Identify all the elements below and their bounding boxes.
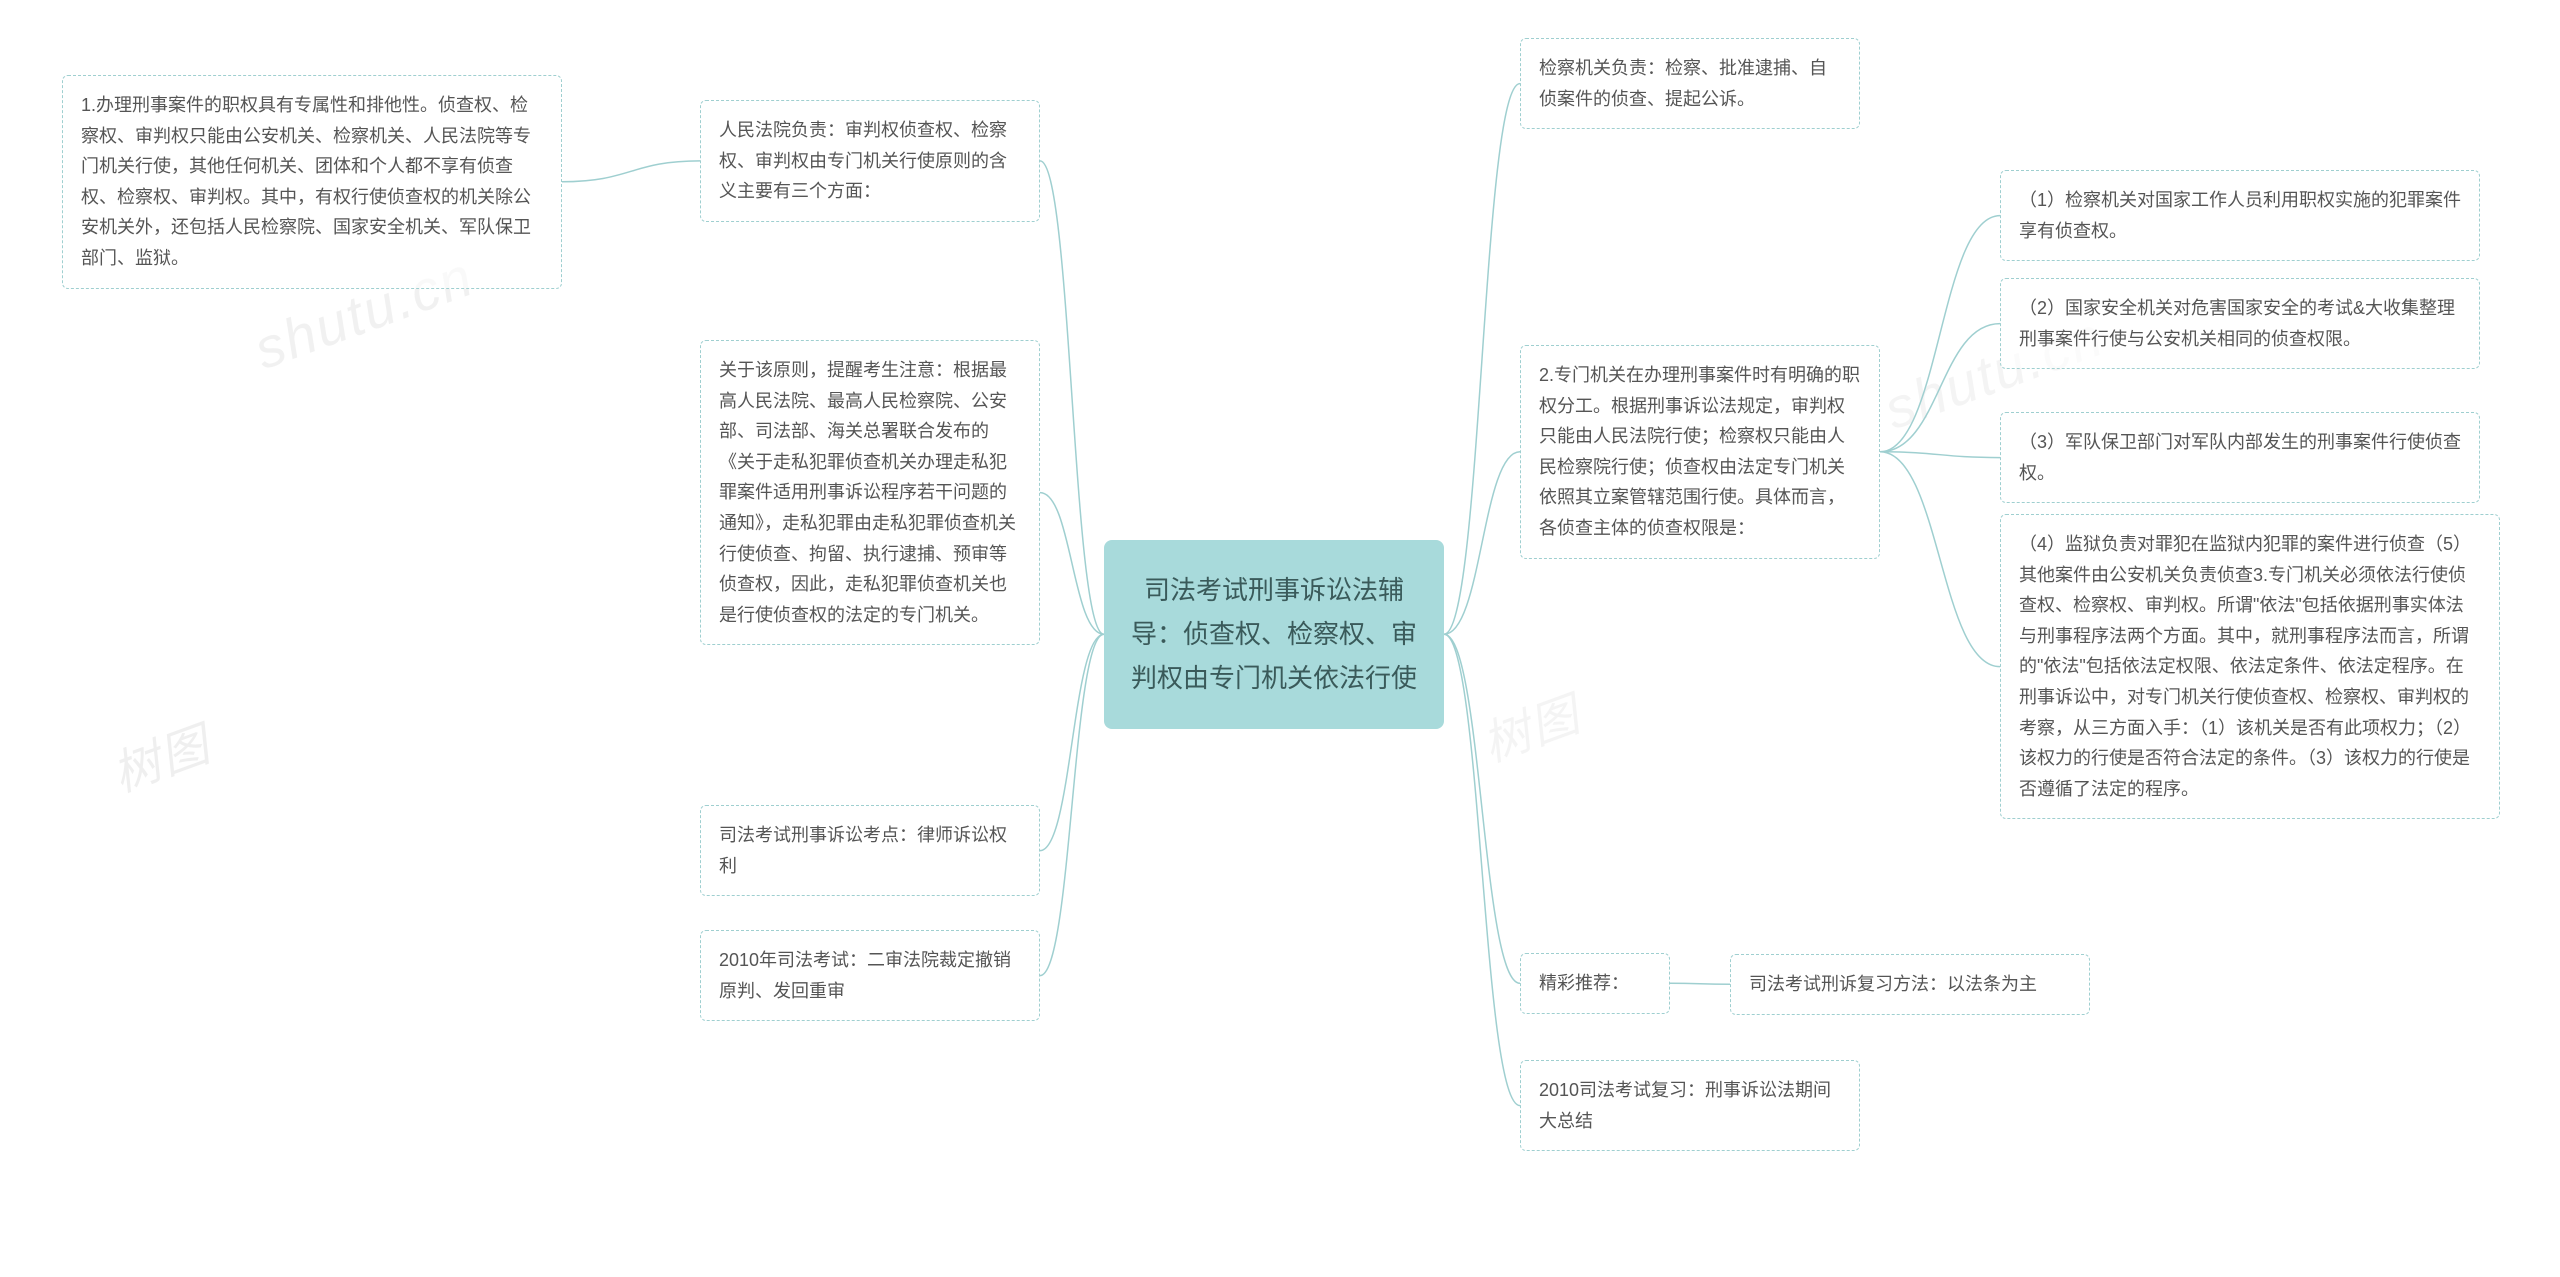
center-topic: 司法考试刑事诉讼法辅导：侦查权、检察权、审判权由专门机关依法行使 (1104, 540, 1444, 729)
branch-node: （1）检察机关对国家工作人员利用职权实施的犯罪案件享有侦查权。 (2000, 170, 2480, 261)
branch-node: 精彩推荐： (1520, 953, 1670, 1014)
node-text: 关于该原则，提醒考生注意：根据最高人民法院、最高人民检察院、公安部、司法部、海关… (719, 360, 1016, 625)
node-text: （1）检察机关对国家工作人员利用职权实施的犯罪案件享有侦查权。 (2019, 190, 2461, 241)
node-text: （4）监狱负责对罪犯在监狱内犯罪的案件进行侦查（5）其他案件由公安机关负责侦查3… (2019, 534, 2471, 799)
node-text: 司法考试刑事诉讼考点：律师诉讼权利 (719, 825, 1007, 876)
watermark: 树图 (1471, 675, 1589, 775)
branch-node: 2010年司法考试：二审法院裁定撤销原判、发回重审 (700, 930, 1040, 1021)
node-text: 人民法院负责：审判权侦查权、检察权、审判权由专门机关行使原则的含义主要有三个方面… (719, 120, 1007, 201)
node-text: 检察机关负责：检察、批准逮捕、自侦案件的侦查、提起公诉。 (1539, 58, 1827, 109)
branch-node: 2010司法考试复习：刑事诉讼法期间大总结 (1520, 1060, 1860, 1151)
branch-node: （4）监狱负责对罪犯在监狱内犯罪的案件进行侦查（5）其他案件由公安机关负责侦查3… (2000, 514, 2500, 819)
node-text: （3）军队保卫部门对军队内部发生的刑事案件行使侦查权。 (2019, 432, 2461, 483)
branch-node: 2.专门机关在办理刑事案件时有明确的职权分工。根据刑事诉讼法规定，审判权只能由人… (1520, 345, 1880, 559)
center-topic-text: 司法考试刑事诉讼法辅导：侦查权、检察权、审判权由专门机关依法行使 (1131, 575, 1417, 693)
node-text: 司法考试刑诉复习方法：以法条为主 (1749, 974, 2037, 994)
branch-node: 人民法院负责：审判权侦查权、检察权、审判权由专门机关行使原则的含义主要有三个方面… (700, 100, 1040, 222)
node-text: 1.办理刑事案件的职权具有专属性和排他性。侦查权、检察权、审判权只能由公安机关、… (81, 95, 531, 268)
node-text: 精彩推荐： (1539, 973, 1629, 993)
branch-node: （2）国家安全机关对危害国家安全的考试&大收集整理刑事案件行使与公安机关相同的侦… (2000, 278, 2480, 369)
node-text: 2.专门机关在办理刑事案件时有明确的职权分工。根据刑事诉讼法规定，审判权只能由人… (1539, 365, 1860, 538)
branch-node: 检察机关负责：检察、批准逮捕、自侦案件的侦查、提起公诉。 (1520, 38, 1860, 129)
node-text: 2010司法考试复习：刑事诉讼法期间大总结 (1539, 1080, 1831, 1131)
branch-node: 1.办理刑事案件的职权具有专属性和排他性。侦查权、检察权、审判权只能由公安机关、… (62, 75, 562, 289)
branch-node: 司法考试刑事诉讼考点：律师诉讼权利 (700, 805, 1040, 896)
watermark: 树图 (101, 705, 219, 805)
node-text: 2010年司法考试：二审法院裁定撤销原判、发回重审 (719, 950, 1011, 1001)
branch-node: （3）军队保卫部门对军队内部发生的刑事案件行使侦查权。 (2000, 412, 2480, 503)
node-text: （2）国家安全机关对危害国家安全的考试&大收集整理刑事案件行使与公安机关相同的侦… (2019, 298, 2455, 349)
branch-node: 关于该原则，提醒考生注意：根据最高人民法院、最高人民检察院、公安部、司法部、海关… (700, 340, 1040, 645)
branch-node: 司法考试刑诉复习方法：以法条为主 (1730, 954, 2090, 1015)
